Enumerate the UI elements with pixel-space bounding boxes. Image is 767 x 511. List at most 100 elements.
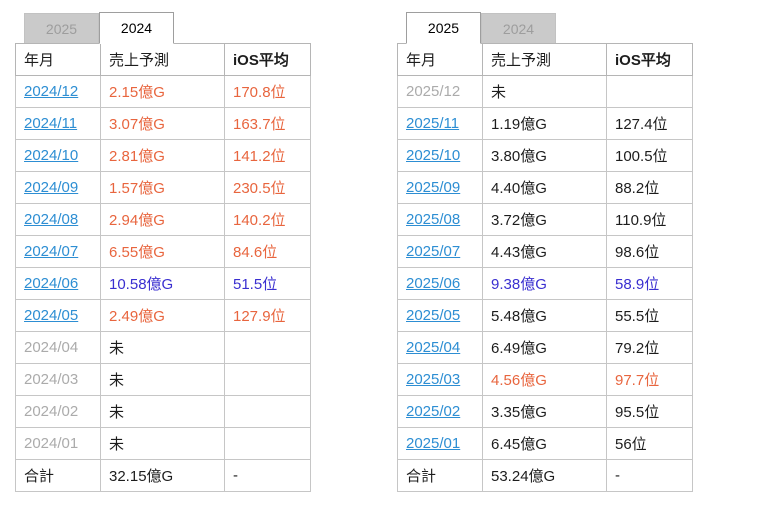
month-link[interactable]: 2024/10 <box>24 147 79 164</box>
month-cell: 2025/09 <box>397 171 483 204</box>
col-header-month: 年月 <box>15 43 101 76</box>
month-link[interactable]: 2025/10 <box>406 147 461 164</box>
month-link[interactable]: 2024/05 <box>24 307 79 324</box>
total-sales: 32.15億G <box>100 459 225 492</box>
table-row: 2024/12 2.15億G 170.8位 <box>15 75 311 108</box>
sales-forecast-cell: 4.56億G <box>482 363 607 396</box>
total-ios: - <box>224 459 311 492</box>
month-label-disabled: 2025/12 <box>406 83 461 100</box>
sales-forecast-cell: 5.48億G <box>482 299 607 332</box>
ios-average-cell: 97.7位 <box>606 363 693 396</box>
ios-average-cell: 51.5位 <box>224 267 311 300</box>
sales-forecast-cell: 未 <box>100 363 225 396</box>
tab-2024[interactable]: 2024 <box>99 12 174 44</box>
col-header-ios: iOS平均 <box>606 43 693 76</box>
tab-2025[interactable]: 2025 <box>406 12 481 44</box>
table-row: 2025/08 3.72億G 110.9位 <box>397 203 693 236</box>
month-link[interactable]: 2025/08 <box>406 211 461 228</box>
month-link[interactable]: 2025/03 <box>406 371 461 388</box>
month-cell: 2024/02 <box>15 395 101 428</box>
table-row: 2024/02 未 <box>15 395 311 428</box>
tab-2025[interactable]: 2025 <box>24 13 99 43</box>
col-header-month: 年月 <box>397 43 483 76</box>
panel-2025: 2025 2024 年月 売上予測 iOS平均 2025/12 未 2025/11 1… <box>397 12 693 492</box>
sales-forecast-cell: 2.15億G <box>100 75 225 108</box>
ios-average-cell: 79.2位 <box>606 331 693 364</box>
ios-average-cell: 58.9位 <box>606 267 693 300</box>
month-cell: 2024/10 <box>15 139 101 172</box>
forecast-panels: 2025 2024 年月 売上予測 iOS平均 2024/12 2.15億G 170… <box>15 12 693 492</box>
sales-forecast-cell: 未 <box>100 427 225 460</box>
total-sales: 53.24億G <box>482 459 607 492</box>
table-row: 2025/07 4.43億G 98.6位 <box>397 235 693 268</box>
table-row: 2024/01 未 <box>15 427 311 460</box>
month-cell: 2025/04 <box>397 331 483 364</box>
ios-average-cell: 141.2位 <box>224 139 311 172</box>
month-link[interactable]: 2024/12 <box>24 83 79 100</box>
month-cell: 2025/01 <box>397 427 483 460</box>
ios-average-cell <box>224 395 311 428</box>
table-row: 2025/09 4.40億G 88.2位 <box>397 171 693 204</box>
month-link[interactable]: 2024/11 <box>24 115 78 132</box>
month-link[interactable]: 2024/07 <box>24 243 79 260</box>
month-link[interactable]: 2025/01 <box>406 435 461 452</box>
sales-forecast-cell: 3.07億G <box>100 107 225 140</box>
sales-forecast-cell: 6.49億G <box>482 331 607 364</box>
ios-average-cell: 163.7位 <box>224 107 311 140</box>
table-row: 2025/03 4.56億G 97.7位 <box>397 363 693 396</box>
total-row: 合計 32.15億G - <box>15 459 311 492</box>
month-label-disabled: 2024/03 <box>24 371 79 388</box>
sales-forecast-cell: 4.43億G <box>482 235 607 268</box>
month-link[interactable]: 2025/09 <box>406 179 461 196</box>
tab-2024[interactable]: 2024 <box>481 13 556 43</box>
month-link[interactable]: 2025/05 <box>406 307 461 324</box>
ios-average-cell: 88.2位 <box>606 171 693 204</box>
month-link[interactable]: 2025/06 <box>406 275 461 292</box>
table-row: 2025/04 6.49億G 79.2位 <box>397 331 693 364</box>
month-link[interactable]: 2025/02 <box>406 403 461 420</box>
month-link[interactable]: 2024/06 <box>24 275 79 292</box>
sales-forecast-cell: 未 <box>482 75 607 108</box>
total-ios: - <box>606 459 693 492</box>
month-cell: 2025/08 <box>397 203 483 236</box>
table-row: 2024/07 6.55億G 84.6位 <box>15 235 311 268</box>
month-cell: 2024/08 <box>15 203 101 236</box>
header-row: 年月 売上予測 iOS平均 <box>15 43 311 76</box>
ios-average-cell: 127.4位 <box>606 107 693 140</box>
ios-average-cell: 170.8位 <box>224 75 311 108</box>
month-cell: 2024/05 <box>15 299 101 332</box>
month-cell: 2024/12 <box>15 75 101 108</box>
month-link[interactable]: 2025/04 <box>406 339 461 356</box>
ios-average-cell: 56位 <box>606 427 693 460</box>
ios-average-cell: 127.9位 <box>224 299 311 332</box>
sales-forecast-cell: 10.58億G <box>100 267 225 300</box>
month-link[interactable]: 2025/11 <box>406 115 460 132</box>
year-tabs-2025-panel: 2025 2024 <box>397 12 688 44</box>
table-row: 2025/12 未 <box>397 75 693 108</box>
ios-average-cell: 95.5位 <box>606 395 693 428</box>
sales-forecast-cell: 6.45億G <box>482 427 607 460</box>
ios-average-cell: 100.5位 <box>606 139 693 172</box>
col-header-sales: 売上予測 <box>482 43 607 76</box>
sales-forecast-cell: 3.72億G <box>482 203 607 236</box>
sales-forecast-cell: 未 <box>100 395 225 428</box>
ios-average-cell <box>224 427 311 460</box>
ios-average-cell: 140.2位 <box>224 203 311 236</box>
month-link[interactable]: 2024/08 <box>24 211 79 228</box>
month-cell: 2025/12 <box>397 75 483 108</box>
total-row: 合計 53.24億G - <box>397 459 693 492</box>
table-row: 2025/02 3.35億G 95.5位 <box>397 395 693 428</box>
sales-forecast-cell: 9.38億G <box>482 267 607 300</box>
table-body-1: 2025/12 未 2025/11 1.19億G 127.4位 2025/10 3.80億G… <box>397 75 693 460</box>
table-row: 2025/11 1.19億G 127.4位 <box>397 107 693 140</box>
table-row: 2025/05 5.48億G 55.5位 <box>397 299 693 332</box>
ios-average-cell: 110.9位 <box>606 203 693 236</box>
sales-forecast-cell: 6.55億G <box>100 235 225 268</box>
month-cell: 2024/03 <box>15 363 101 396</box>
month-link[interactable]: 2025/07 <box>406 243 461 260</box>
table-row: 2024/04 未 <box>15 331 311 364</box>
sales-forecast-cell: 4.40億G <box>482 171 607 204</box>
month-link[interactable]: 2024/09 <box>24 179 79 196</box>
month-cell: 2025/10 <box>397 139 483 172</box>
table-row: 2025/06 9.38億G 58.9位 <box>397 267 693 300</box>
